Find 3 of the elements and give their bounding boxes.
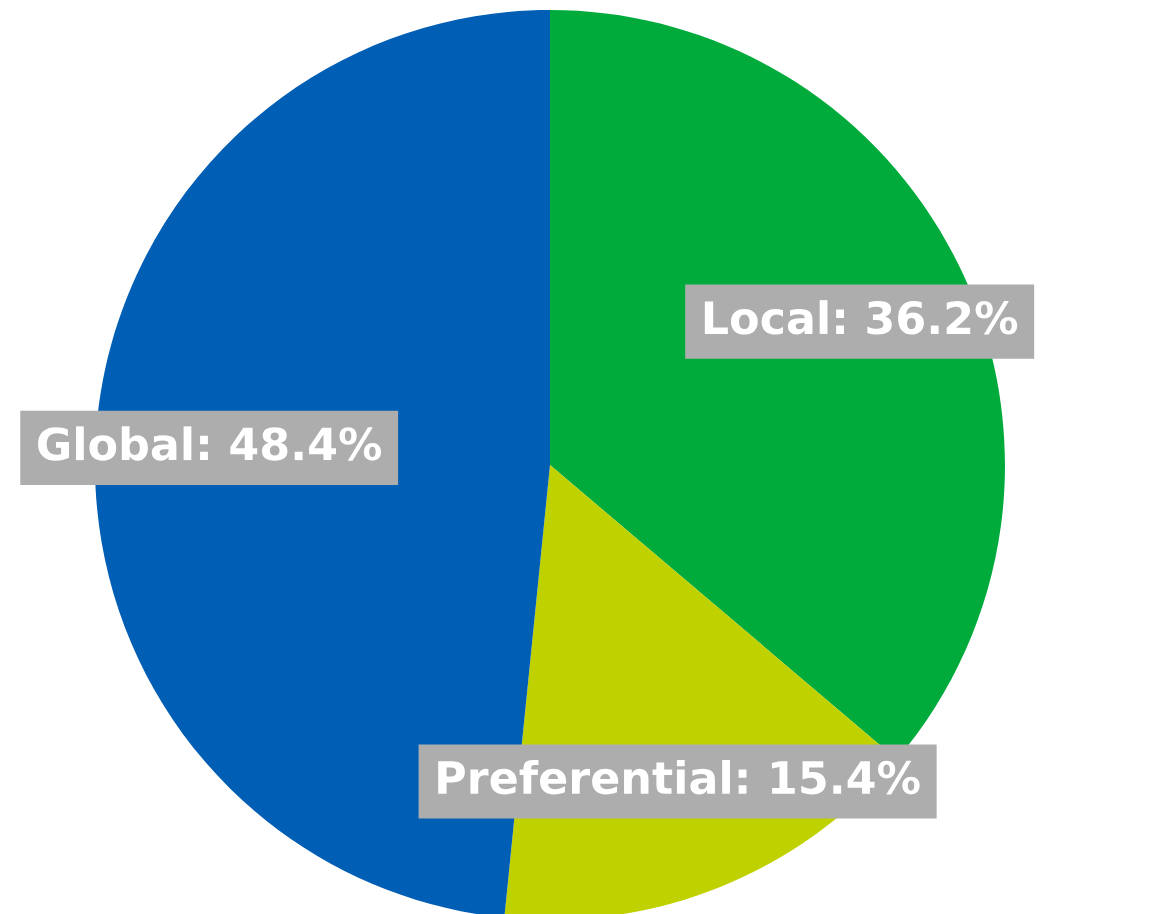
slice-label: Preferential: 15.4%: [438, 759, 920, 795]
slice-label: Local: 36.2%: [704, 300, 1018, 335]
slice-label: Global: 48.4%: [38, 426, 382, 461]
